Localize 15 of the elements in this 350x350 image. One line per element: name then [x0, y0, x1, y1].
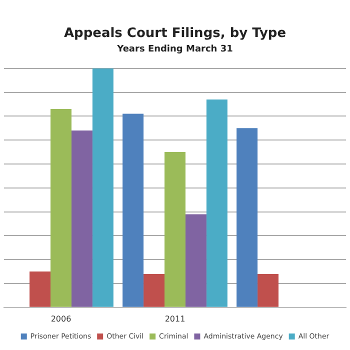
bar: [206, 99, 228, 307]
x-tick-label: 2006: [50, 314, 72, 324]
chart-subtitle: Years Ending March 31: [116, 44, 233, 54]
chart-title: Appeals Court Filings, by Type: [64, 26, 286, 42]
bar: [122, 114, 144, 307]
bar: [71, 130, 92, 307]
bar: [50, 109, 72, 307]
x-tick-label: 2011: [164, 314, 186, 324]
bar: [30, 272, 51, 307]
bar: [144, 274, 165, 307]
bar: [258, 274, 279, 307]
bar: [164, 152, 186, 307]
bar: [236, 128, 258, 307]
bar: [92, 68, 114, 307]
bar: [185, 214, 206, 307]
